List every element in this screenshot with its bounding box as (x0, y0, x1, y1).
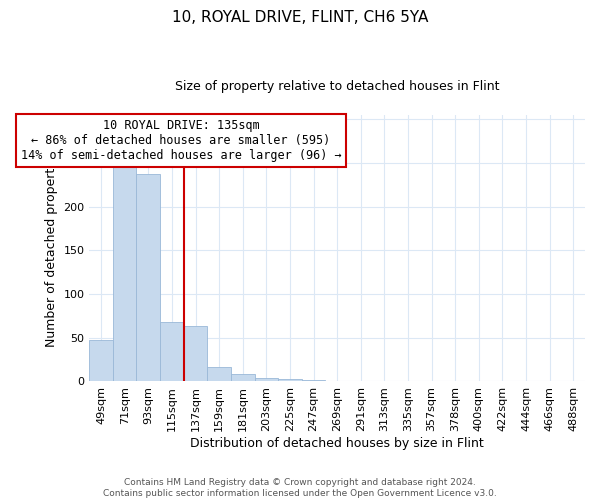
Text: 10, ROYAL DRIVE, FLINT, CH6 5YA: 10, ROYAL DRIVE, FLINT, CH6 5YA (172, 10, 428, 25)
Bar (208, 366, 231, 382)
Bar (231, 374, 254, 382)
Bar (302, 380, 325, 382)
Bar (136, 174, 160, 382)
Bar (184, 326, 208, 382)
Bar (254, 378, 278, 382)
Text: Contains HM Land Registry data © Crown copyright and database right 2024.
Contai: Contains HM Land Registry data © Crown c… (103, 478, 497, 498)
X-axis label: Distribution of detached houses by size in Flint: Distribution of detached houses by size … (190, 437, 484, 450)
Bar (113, 163, 136, 382)
Title: Size of property relative to detached houses in Flint: Size of property relative to detached ho… (175, 80, 499, 93)
Bar (89, 340, 113, 382)
Text: 10 ROYAL DRIVE: 135sqm
← 86% of detached houses are smaller (595)
14% of semi-de: 10 ROYAL DRIVE: 135sqm ← 86% of detached… (20, 119, 341, 162)
Y-axis label: Number of detached properties: Number of detached properties (45, 150, 58, 346)
Bar (160, 322, 184, 382)
Bar (278, 379, 302, 382)
